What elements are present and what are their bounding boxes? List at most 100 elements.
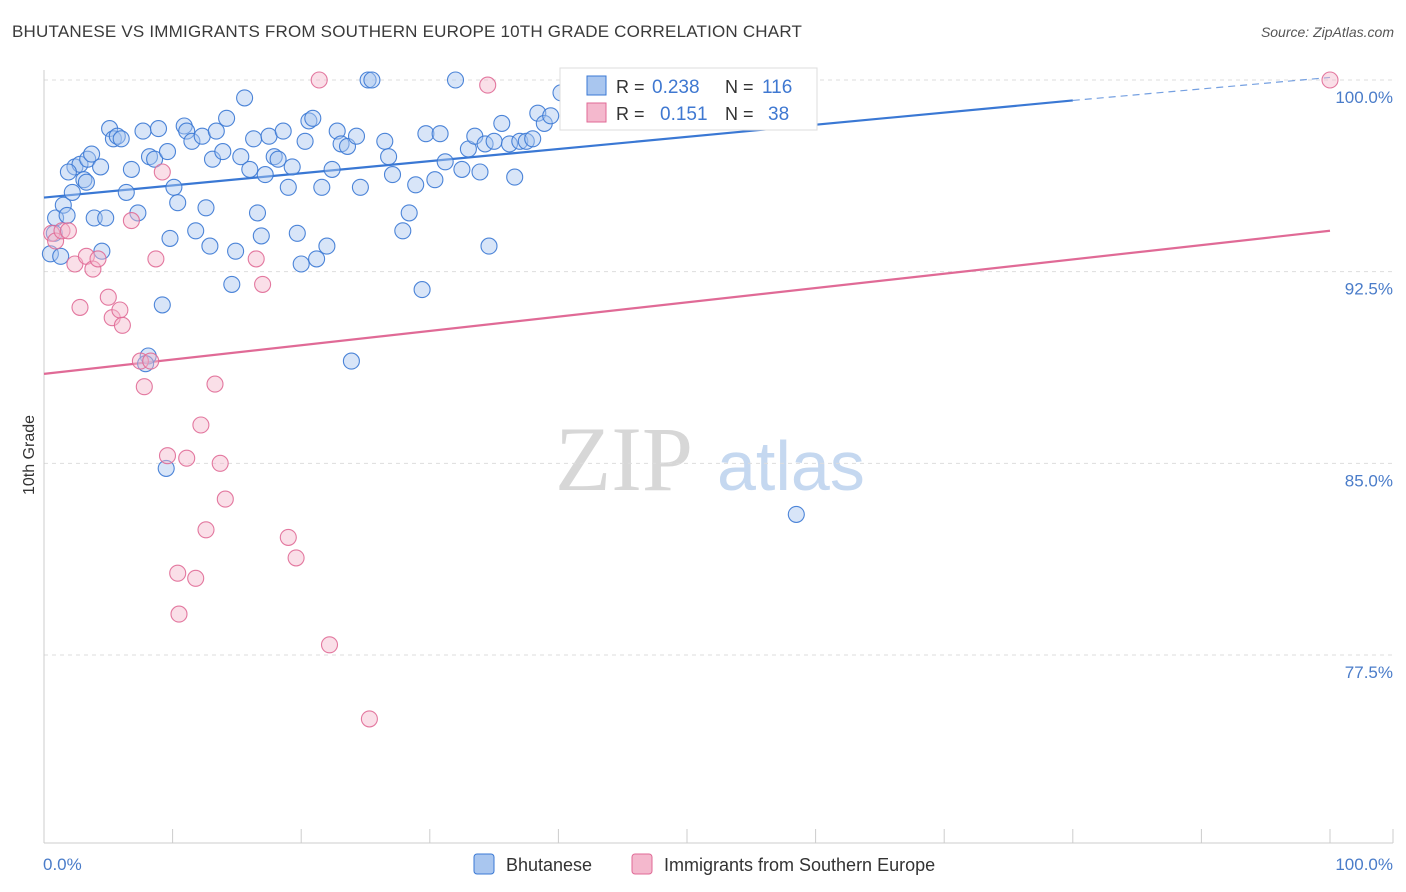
point-bhutanese bbox=[232, 148, 250, 166]
point-bhutanese bbox=[400, 204, 418, 222]
stats-swatch-blue bbox=[586, 75, 607, 96]
point-bhutanese bbox=[304, 109, 322, 127]
point-bhutanese bbox=[134, 122, 152, 140]
x-tick-label-min: 0.0% bbox=[43, 855, 82, 874]
point-southern-europe bbox=[187, 569, 205, 587]
point-bhutanese bbox=[158, 143, 177, 161]
point-southern-europe bbox=[135, 378, 153, 396]
point-bhutanese bbox=[252, 227, 270, 245]
point-bhutanese bbox=[446, 71, 465, 89]
point-bhutanese bbox=[122, 160, 140, 178]
point-southern-europe bbox=[320, 636, 339, 654]
stats-swatch-pink bbox=[586, 102, 607, 123]
point-bhutanese bbox=[41, 245, 59, 263]
point-southern-europe bbox=[254, 275, 272, 293]
stats-n-value-blue: 116 bbox=[762, 77, 792, 98]
point-southern-europe bbox=[158, 447, 177, 465]
point-bhutanese bbox=[112, 130, 130, 148]
point-southern-europe bbox=[1321, 71, 1339, 89]
point-southern-europe bbox=[197, 521, 215, 539]
point-bhutanese bbox=[426, 171, 444, 189]
point-bhutanese bbox=[187, 222, 205, 240]
point-bhutanese bbox=[93, 242, 111, 260]
point-bhutanese bbox=[431, 125, 449, 143]
point-southern-europe bbox=[279, 528, 297, 546]
point-bhutanese bbox=[493, 114, 511, 132]
point-bhutanese bbox=[241, 160, 259, 178]
chart-title: BHUTANESE VS IMMIGRANTS FROM SOUTHERN EU… bbox=[12, 22, 803, 41]
point-bhutanese bbox=[342, 352, 360, 370]
legend-swatch-bhutanese bbox=[473, 853, 495, 875]
point-bhutanese bbox=[283, 158, 301, 176]
point-bhutanese bbox=[347, 127, 366, 145]
point-bhutanese bbox=[453, 160, 471, 178]
point-bhutanese bbox=[207, 122, 225, 140]
point-bhutanese bbox=[323, 160, 341, 178]
point-southern-europe bbox=[247, 250, 265, 268]
trend-lines bbox=[43, 76, 1331, 375]
point-bhutanese bbox=[169, 194, 187, 212]
point-bhutanese bbox=[117, 183, 135, 201]
point-southern-europe bbox=[206, 375, 224, 393]
trend-line-bhutanese bbox=[43, 99, 1073, 199]
point-bhutanese bbox=[197, 199, 215, 217]
point-southern-europe bbox=[192, 416, 210, 434]
axes bbox=[43, 70, 1394, 844]
point-bhutanese bbox=[524, 130, 542, 148]
point-bhutanese bbox=[363, 71, 381, 89]
point-bhutanese bbox=[92, 158, 110, 176]
point-bhutanese bbox=[201, 237, 219, 255]
point-bhutanese bbox=[471, 163, 489, 181]
y-tick-label: 77.5% bbox=[1345, 663, 1393, 682]
point-southern-europe bbox=[310, 71, 328, 89]
point-bhutanese bbox=[308, 250, 326, 268]
point-southern-europe bbox=[360, 710, 378, 728]
point-southern-europe bbox=[122, 212, 140, 230]
y-tick-label: 100.0% bbox=[1335, 88, 1393, 107]
point-bhutanese bbox=[63, 183, 81, 201]
point-southern-europe bbox=[142, 352, 160, 370]
stats-r-label-blue: R = bbox=[616, 77, 645, 97]
point-bhutanese bbox=[256, 166, 274, 184]
stats-n-label-pink: N = bbox=[725, 104, 754, 124]
point-southern-europe bbox=[59, 222, 77, 240]
point-bhutanese bbox=[296, 132, 314, 150]
stats-r-value-pink: 0.151 bbox=[660, 104, 708, 125]
point-bhutanese bbox=[380, 148, 398, 166]
point-bhutanese bbox=[245, 130, 263, 148]
point-southern-europe bbox=[211, 454, 229, 472]
point-bhutanese bbox=[542, 107, 560, 125]
point-bhutanese bbox=[227, 242, 245, 260]
data-points bbox=[41, 71, 1339, 728]
y-axis-title: 10th Grade bbox=[21, 415, 38, 495]
point-bhutanese bbox=[787, 505, 805, 523]
point-bhutanese bbox=[269, 150, 287, 168]
point-bhutanese bbox=[161, 229, 179, 247]
point-bhutanese bbox=[413, 281, 431, 299]
point-bhutanese bbox=[511, 132, 529, 150]
point-bhutanese bbox=[313, 178, 331, 196]
point-bhutanese bbox=[178, 122, 196, 140]
point-southern-europe bbox=[43, 224, 61, 242]
point-bhutanese bbox=[149, 120, 168, 138]
stats-legend: R = 0.238 N = 116 R = 0.151 N = 38 bbox=[559, 67, 818, 131]
point-southern-europe bbox=[89, 250, 107, 268]
point-bhutanese bbox=[54, 196, 72, 214]
point-bhutanese bbox=[480, 237, 498, 255]
point-bhutanese bbox=[436, 153, 454, 171]
point-southern-europe bbox=[53, 222, 71, 240]
point-southern-europe bbox=[216, 490, 234, 508]
point-bhutanese bbox=[359, 71, 377, 89]
point-southern-europe bbox=[479, 76, 497, 94]
source-label: Source: ZipAtlas.com bbox=[1260, 24, 1394, 40]
point-southern-europe bbox=[131, 352, 149, 370]
point-bhutanese bbox=[146, 150, 164, 168]
point-bhutanese bbox=[58, 206, 76, 224]
point-bhutanese bbox=[260, 127, 278, 145]
point-bhutanese bbox=[328, 122, 346, 140]
point-bhutanese bbox=[214, 143, 232, 161]
point-southern-europe bbox=[113, 316, 131, 334]
point-southern-europe bbox=[147, 250, 165, 268]
point-bhutanese bbox=[157, 459, 175, 477]
